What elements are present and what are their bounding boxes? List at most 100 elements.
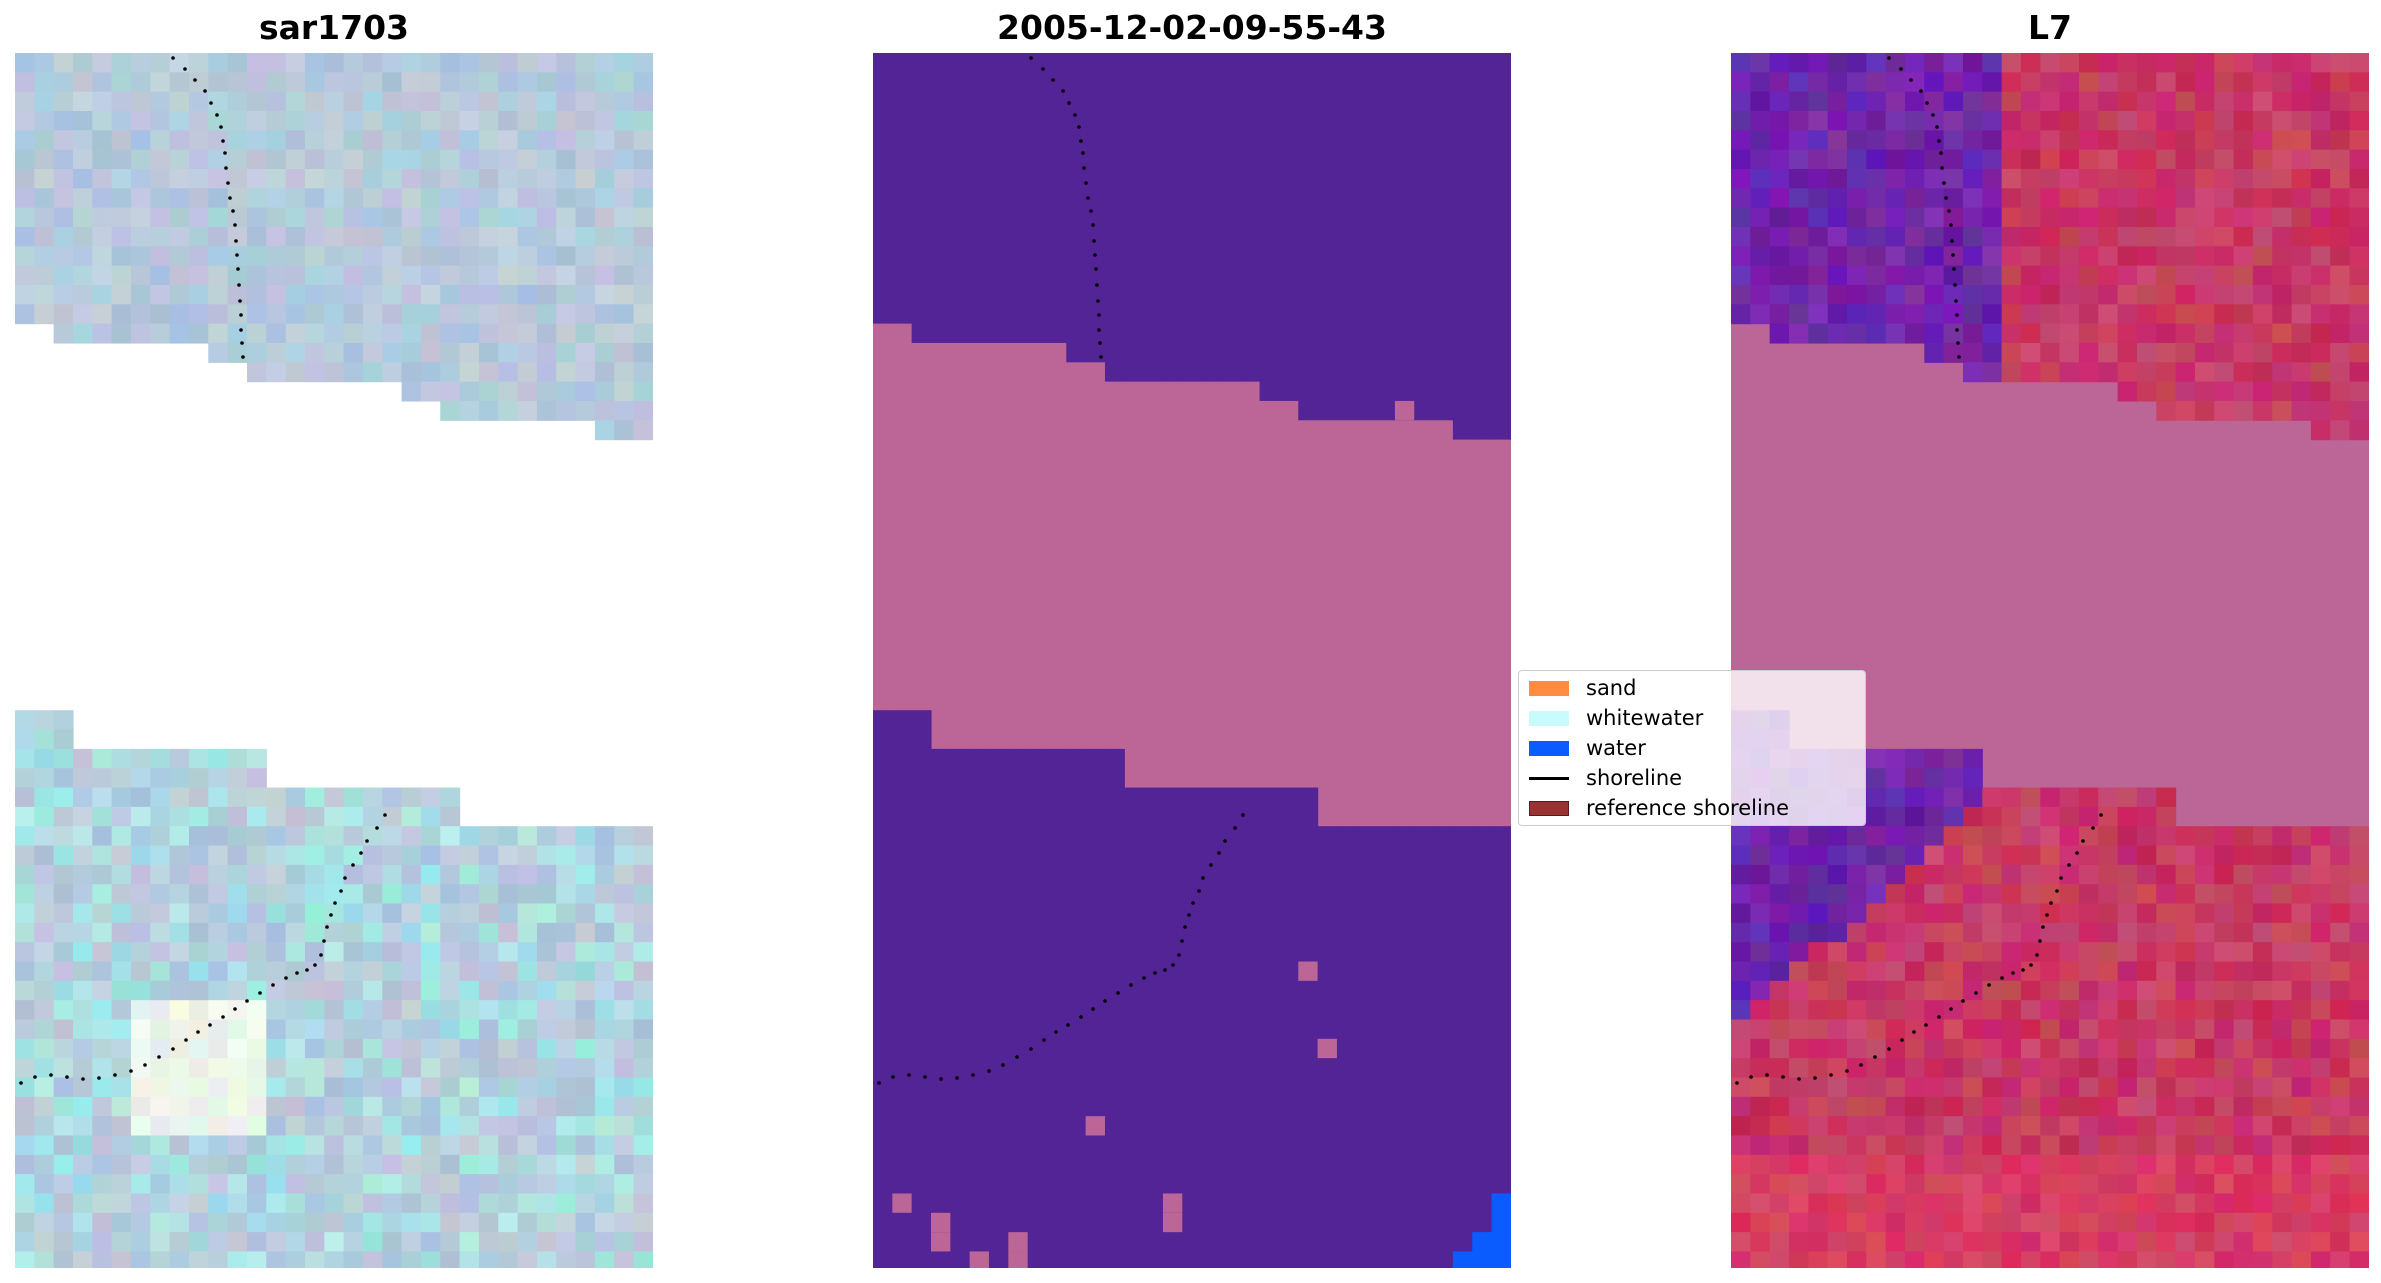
image-pixel bbox=[92, 284, 113, 305]
image-pixel bbox=[459, 980, 480, 1001]
shoreline-points-sar1703 bbox=[19, 56, 387, 1085]
image-pixel bbox=[498, 1193, 519, 1214]
index-pixel bbox=[1962, 1038, 1983, 1059]
image-pixel bbox=[498, 226, 519, 247]
index-pixel bbox=[2214, 246, 2235, 267]
index-pixel bbox=[1769, 1116, 1790, 1137]
index-pixel bbox=[2252, 72, 2273, 93]
image-pixel bbox=[15, 1116, 35, 1137]
index-pixel bbox=[1904, 826, 1925, 847]
image-pixel bbox=[266, 826, 287, 847]
image-pixel bbox=[72, 304, 93, 325]
index-pixel bbox=[1982, 826, 2003, 847]
index-pixel bbox=[1827, 980, 1848, 1001]
image-pixel bbox=[343, 168, 364, 189]
index-pixel bbox=[1982, 980, 2003, 1001]
image-pixel bbox=[92, 1058, 113, 1079]
index-pixel bbox=[1788, 168, 1809, 189]
image-pixel bbox=[246, 246, 267, 267]
index-pixel bbox=[2059, 362, 2080, 383]
index-pixel bbox=[1827, 1000, 1848, 1021]
index-pixel bbox=[1924, 1154, 1945, 1175]
image-pixel bbox=[556, 845, 577, 866]
image-pixel bbox=[459, 942, 480, 963]
index-pixel bbox=[2252, 188, 2273, 209]
index-pixel bbox=[2059, 826, 2080, 847]
image-pixel bbox=[614, 980, 635, 1001]
image-pixel bbox=[111, 884, 132, 905]
image-pixel bbox=[362, 284, 383, 305]
index-pixel bbox=[2098, 845, 2119, 866]
index-pixel bbox=[2214, 1077, 2235, 1098]
image-pixel bbox=[575, 304, 596, 325]
image-pixel bbox=[594, 845, 615, 866]
image-pixel bbox=[227, 1135, 248, 1156]
image-pixel bbox=[304, 1116, 325, 1137]
image-pixel bbox=[614, 400, 635, 421]
index-pixel bbox=[2156, 362, 2177, 383]
index-pixel bbox=[2059, 1193, 2080, 1214]
image-pixel bbox=[536, 188, 557, 209]
image-pixel bbox=[304, 942, 325, 963]
index-pixel bbox=[2156, 1019, 2177, 1040]
image-pixel bbox=[517, 53, 538, 73]
image-pixel bbox=[324, 1212, 345, 1233]
image-pixel bbox=[633, 246, 653, 267]
index-pixel bbox=[2349, 188, 2369, 209]
index-pixel bbox=[1885, 91, 1906, 112]
shoreline-point bbox=[65, 1075, 69, 1079]
image-pixel bbox=[614, 284, 635, 305]
index-pixel bbox=[2214, 265, 2235, 286]
index-pixel bbox=[1846, 1193, 1867, 1214]
index-pixel bbox=[2214, 110, 2235, 131]
index-pixel bbox=[1982, 1154, 2003, 1175]
image-pixel bbox=[478, 362, 499, 383]
index-pixel bbox=[2233, 1232, 2254, 1253]
image-pixel bbox=[208, 864, 229, 885]
image-pixel bbox=[478, 1000, 499, 1021]
image-pixel bbox=[594, 903, 615, 924]
shoreline-point bbox=[1142, 976, 1146, 980]
index-pixel bbox=[2020, 1116, 2041, 1137]
index-pixel bbox=[2291, 1019, 2312, 1040]
index-pixel bbox=[1866, 1251, 1887, 1268]
image-pixel bbox=[633, 1193, 653, 1214]
image-pixel bbox=[575, 961, 596, 982]
image-pixel bbox=[227, 980, 248, 1001]
image-pixel bbox=[285, 1019, 306, 1040]
index-pixel bbox=[2310, 400, 2331, 421]
background-class-area bbox=[1414, 53, 1435, 421]
index-pixel bbox=[2272, 246, 2293, 267]
index-pixel bbox=[1808, 207, 1829, 228]
index-pixel bbox=[1885, 961, 1906, 982]
index-pixel bbox=[2040, 845, 2061, 866]
index-pixel bbox=[1982, 942, 2003, 963]
image-pixel bbox=[420, 323, 441, 344]
index-pixel bbox=[2272, 362, 2293, 383]
image-pixel bbox=[401, 130, 422, 151]
shoreline-point bbox=[1765, 1073, 1769, 1077]
background-class-area bbox=[1027, 748, 1048, 1268]
index-pixel bbox=[2272, 72, 2293, 93]
index-pixel bbox=[2020, 362, 2041, 383]
image-pixel bbox=[401, 342, 422, 363]
image-pixel bbox=[498, 246, 519, 267]
image-pixel bbox=[614, 942, 635, 963]
index-pixel bbox=[2233, 1251, 2254, 1268]
shoreline-point bbox=[1067, 101, 1071, 105]
image-pixel bbox=[304, 1096, 325, 1117]
image-pixel bbox=[362, 1116, 383, 1137]
index-pixel bbox=[1769, 864, 1790, 885]
image-pixel bbox=[362, 265, 383, 286]
image-pixel bbox=[266, 922, 287, 943]
image-pixel bbox=[517, 226, 538, 247]
index-pixel bbox=[2330, 246, 2351, 267]
image-pixel bbox=[614, 130, 635, 151]
index-pixel bbox=[2040, 1232, 2061, 1253]
image-pixel bbox=[169, 1058, 190, 1079]
index-pixel bbox=[2330, 980, 2351, 1001]
shoreline-point bbox=[313, 963, 317, 967]
index-pixel bbox=[1769, 110, 1790, 131]
image-pixel bbox=[594, 1019, 615, 1040]
index-pixel bbox=[2078, 961, 2099, 982]
